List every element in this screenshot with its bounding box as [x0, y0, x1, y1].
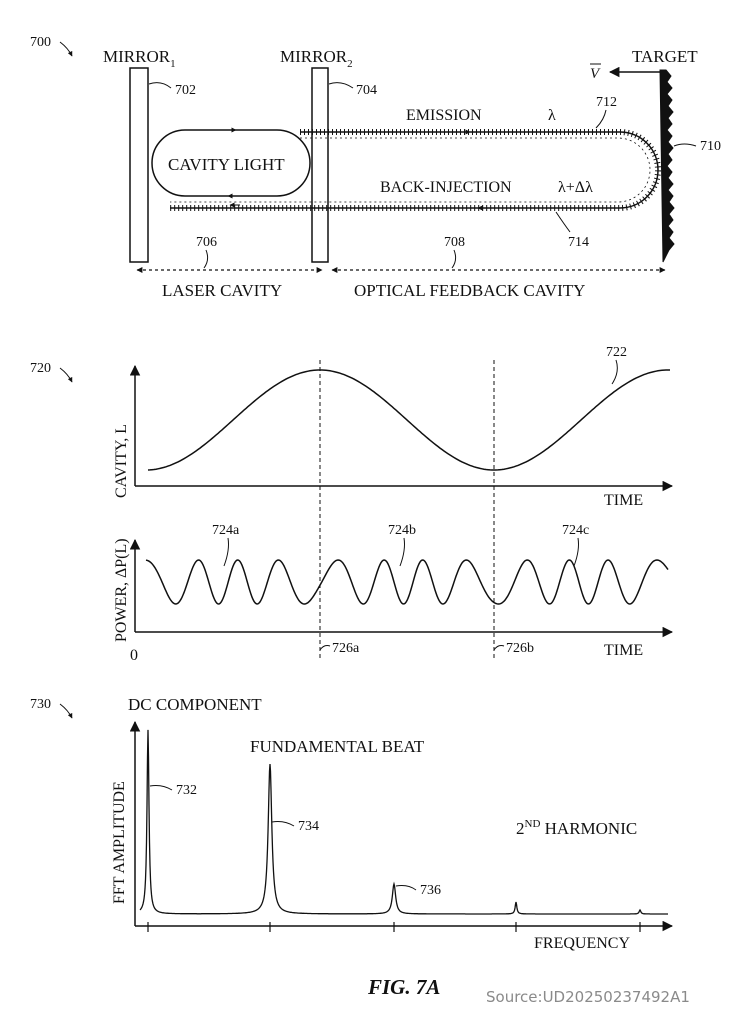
velocity-label: V	[590, 66, 601, 82]
ref-710: 710	[700, 139, 721, 154]
ref-706: 706	[196, 235, 217, 250]
ref-724a: 724a	[212, 523, 240, 538]
cavity-x-label: TIME	[604, 492, 643, 509]
ref-708-leader	[451, 249, 457, 269]
ref-702: 702	[175, 83, 196, 98]
ref-724b-leader	[399, 537, 405, 567]
ref-720: 720	[30, 361, 51, 376]
ref-700: 700	[30, 35, 51, 50]
ref-736: 736	[420, 883, 441, 898]
ref-720-arrow	[59, 367, 73, 383]
mirror2-label: MIRROR2	[280, 47, 353, 70]
ref-730-arrow	[59, 703, 73, 719]
ref-706-leader	[203, 249, 209, 269]
ref-724c-leader	[573, 537, 579, 567]
mirror2	[311, 67, 329, 263]
emission-label: EMISSION	[406, 107, 482, 124]
fft-y-label: FFT AMPLITUDE	[111, 781, 128, 904]
lambda-delta-label: λ+Δλ	[558, 179, 593, 196]
power-origin-label: 0	[130, 647, 138, 664]
ref-724c: 724c	[562, 523, 589, 538]
ref-726b-leader	[493, 645, 505, 651]
panel-730-fft: 730 DC COMPONENT FFT AMPLITUDE FREQUENCY…	[30, 695, 674, 952]
optical-feedback-cavity-label: OPTICAL FEEDBACK CAVITY	[354, 281, 585, 300]
ref-732: 732	[176, 783, 197, 798]
mirror1	[129, 67, 149, 263]
ref-714: 714	[568, 235, 589, 250]
ref-710-leader	[673, 143, 697, 147]
fft-spectrum	[139, 729, 668, 915]
target-surface	[659, 69, 675, 263]
panel-700-optical-setup: 700 MIRROR1 MIRROR2 TARGET V 702 704 CAV…	[30, 35, 721, 300]
laser-cavity-label: LASER CAVITY	[162, 281, 282, 300]
ref-712-leader	[595, 109, 607, 129]
feedback-beam-path	[170, 131, 659, 209]
figure-label: FIG. 7A	[367, 975, 440, 999]
power-y-label: POWER, ΔP(L)	[113, 538, 130, 642]
ref-724b: 724b	[388, 523, 416, 538]
ref-712: 712	[596, 95, 617, 110]
second-harmonic-label: 2ND HARMONIC	[516, 818, 637, 838]
source-label: Source:UD20250237492A1	[486, 988, 690, 1006]
dc-component-label: DC COMPONENT	[128, 695, 262, 714]
ref-734-leader	[271, 821, 295, 827]
ref-730: 730	[30, 697, 51, 712]
ref-726a-leader	[319, 645, 331, 651]
ref-700-arrow	[59, 41, 73, 57]
ref-708: 708	[444, 235, 465, 250]
fft-x-label: FREQUENCY	[534, 935, 630, 952]
ref-732-leader	[149, 785, 173, 791]
fundamental-beat-label: FUNDAMENTAL BEAT	[250, 737, 425, 756]
lambda-label: λ	[548, 107, 556, 124]
ref-736-leader	[395, 885, 417, 891]
power-x-label: TIME	[604, 642, 643, 659]
ref-726a: 726a	[332, 641, 360, 656]
ref-702-leader	[148, 82, 172, 89]
ref-714-leader	[555, 211, 571, 233]
ref-704-leader	[328, 82, 354, 89]
panel-720-cavity-power: 720 CAVITY, L TIME 722 POWER, ΔP(L) 0 TI…	[30, 345, 674, 664]
cavity-y-label: CAVITY, L	[113, 424, 130, 498]
ref-704: 704	[356, 83, 377, 98]
cavity-curve-722	[147, 369, 670, 471]
power-curve	[145, 559, 669, 605]
ref-724a-leader	[223, 537, 229, 567]
ref-726b: 726b	[506, 641, 534, 656]
ref-722-leader	[611, 359, 618, 385]
target-label: TARGET	[632, 47, 698, 66]
back-injection-label: BACK-INJECTION	[380, 179, 512, 196]
ref-734: 734	[298, 819, 319, 834]
ref-722: 722	[606, 345, 627, 360]
cavity-light-label: CAVITY LIGHT	[168, 155, 285, 174]
mirror1-label: MIRROR1	[103, 47, 176, 70]
